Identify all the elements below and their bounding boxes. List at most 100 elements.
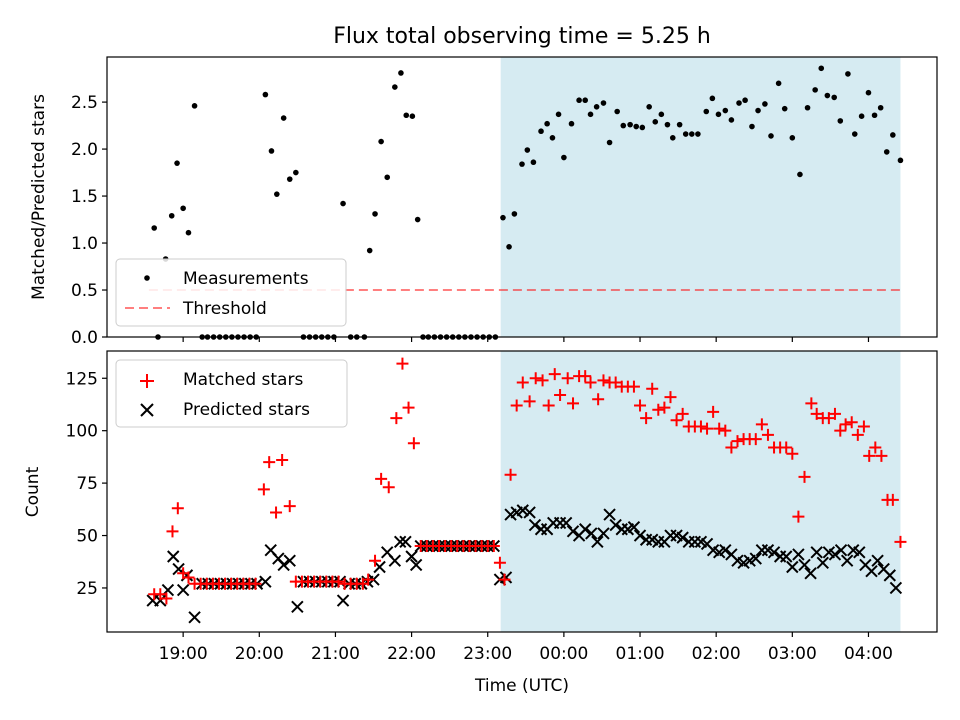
predicted-stars-point (188, 611, 201, 624)
matched-stars-point (834, 424, 847, 437)
measurements-point (185, 229, 192, 236)
matched-stars-point (670, 414, 683, 427)
measurements-point (398, 70, 404, 76)
panel-ratio-x-ticks (182, 337, 870, 342)
measurements-point (530, 159, 537, 166)
predicted-stars-point (523, 506, 536, 519)
matched-stars-point (640, 412, 653, 425)
measurements-point (845, 71, 851, 77)
matched-stars-point (761, 428, 774, 441)
measurements-point (658, 111, 665, 118)
measurements-point (274, 191, 280, 197)
measurements-point (378, 138, 384, 145)
matched-stars-point (567, 397, 580, 410)
x-tick-label: 21:00 (311, 644, 360, 664)
predicted-stars-point (167, 550, 180, 563)
matched-stars-point (886, 493, 899, 506)
measurements-point (755, 107, 761, 114)
matched-stars-point (523, 395, 536, 408)
measurements-point (812, 87, 818, 93)
panel-ratio-y-label: Matched/Predicted stars (29, 94, 49, 300)
measurements-point (544, 120, 550, 127)
matched-stars-point (249, 577, 262, 590)
matched-stars-point (283, 500, 296, 513)
measurements-point (775, 80, 782, 87)
matched-stars-point (171, 502, 184, 515)
measurements-point (818, 65, 825, 72)
measurements-point (174, 160, 180, 166)
measurements-point (568, 120, 575, 127)
matched-stars-point (792, 510, 805, 523)
measurements-point (897, 157, 904, 164)
matched-stars-point (493, 556, 506, 569)
predicted-stars-point (786, 560, 799, 574)
panel-ratio: 0.0 0.5 1.0 1.5 2.0 2.5 Matched/Predicted sta… (29, 56, 938, 348)
predicted-stars-point (597, 527, 610, 540)
legend-count-box (115, 359, 348, 428)
measurements-point (340, 200, 346, 207)
predicted-stars-point (676, 531, 689, 544)
predicted-stars-point (853, 546, 866, 559)
measurements-point (837, 118, 844, 124)
matched-stars-point (780, 441, 793, 454)
panel-ratio-y-ticks: 0.0 0.5 1.0 1.5 2.0 2.5 (71, 93, 107, 348)
panel-count-shaded-interval (500, 351, 901, 632)
predicted-stars-point (578, 523, 592, 536)
matched-stars-point (592, 393, 605, 406)
panel-count-x-ticks: 19:00 20:00 21:00 22:00 23:00 00:00 01:00 02:00… (159, 632, 893, 664)
measurements-point (689, 131, 695, 137)
measurements-point (728, 117, 735, 123)
matched-stars-point (561, 372, 574, 385)
predicted-stars-point (865, 564, 878, 578)
matched-stars-point (664, 391, 677, 404)
matched-stars-point (375, 472, 388, 485)
matched-stars-point (182, 571, 195, 584)
predicted-stars-point (804, 567, 817, 580)
predicted-stars-point (810, 546, 823, 559)
matched-stars-point (822, 412, 835, 425)
legend-ratio-box (115, 258, 347, 327)
measurements-point (549, 135, 556, 141)
matched-stars-point (609, 376, 622, 389)
matched-stars-point (646, 382, 659, 395)
panel-ratio-frame (106, 56, 938, 338)
measurements-point (280, 115, 287, 121)
panel-count: 25 50 75 100 125 19:00 20:00 21:00 22:00 23:00 00… (23, 350, 938, 696)
predicted-stars-point (499, 571, 513, 584)
predicted-stars-point (277, 558, 290, 572)
matched-stars-point (270, 506, 283, 519)
y-tick-label: 2.5 (71, 93, 98, 113)
measurements-point (715, 111, 722, 118)
measurements-point (582, 97, 589, 104)
y-tick-label: 0.5 (71, 281, 98, 301)
matched-stars-point (487, 540, 500, 553)
matched-stars-point (369, 554, 382, 567)
legend-threshold-label: Threshold (182, 299, 267, 319)
matched-stars-point (402, 401, 415, 414)
measurements-point (614, 108, 620, 115)
matched-stars-point (652, 403, 665, 416)
matched-stars-point (516, 376, 529, 389)
matched-stars-point (713, 422, 726, 435)
measurements-point (576, 97, 582, 104)
matched-stars-point (875, 449, 888, 462)
legend-measurements-marker (144, 275, 150, 281)
x-tick-label: 02:00 (692, 644, 741, 664)
measurements-point (709, 95, 716, 102)
matched-stars-point (166, 525, 179, 538)
matched-stars-point (725, 441, 738, 454)
y-tick-label: 50 (76, 527, 98, 547)
y-tick-label: 25 (76, 579, 98, 599)
matched-stars-point (407, 437, 420, 450)
measurements-point (762, 101, 768, 107)
x-tick-label: 23:00 (463, 644, 512, 664)
measurements-point (409, 113, 416, 119)
measurements-point (703, 108, 710, 115)
matched-stars-series (148, 357, 907, 605)
measurements-point (168, 212, 175, 219)
measurements-point (555, 111, 562, 118)
panel-count-y-ticks: 25 50 75 100 125 (66, 369, 107, 599)
matched-stars-point (382, 481, 395, 494)
legend-matched-label: Matched stars (183, 370, 303, 390)
